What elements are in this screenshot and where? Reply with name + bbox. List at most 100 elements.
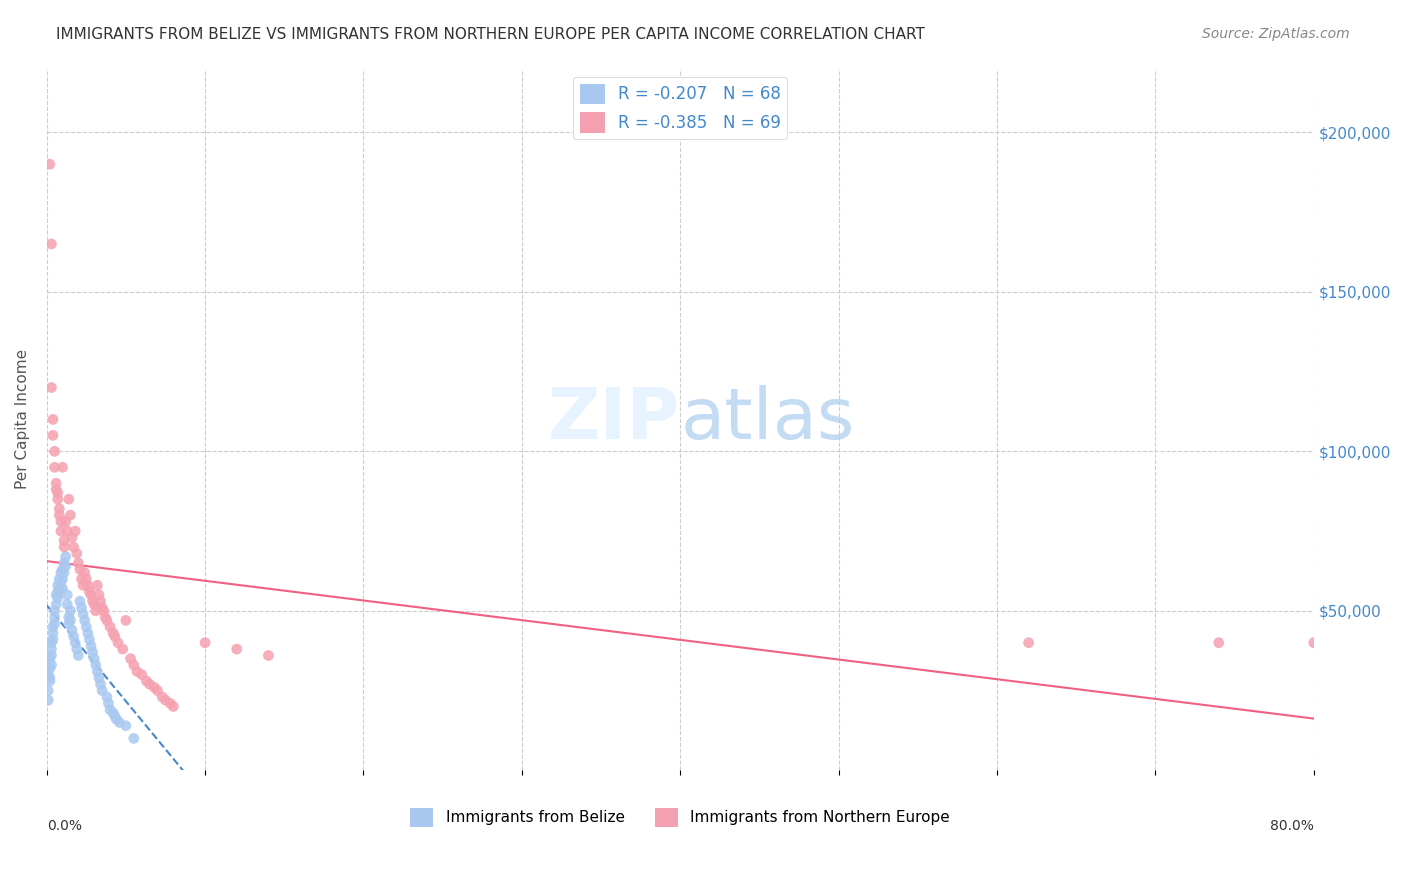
Point [1302,636,1324,650]
Point [143,681,166,695]
Point [194,636,217,650]
Point [162,699,184,714]
Point [107,636,129,650]
Point [62,629,84,643]
Point [45,588,67,602]
Point [93,604,115,618]
Point [51,582,73,596]
Point [104,629,127,643]
Point [225,642,247,657]
Point [45,483,67,497]
Point [84,658,107,673]
Point [42,632,65,647]
Point [53,556,76,570]
Point [155,693,177,707]
Point [53,540,76,554]
Point [51,572,73,586]
Point [59,604,82,618]
Point [59,614,82,628]
Point [56,524,79,538]
Text: Source: ZipAtlas.com: Source: ZipAtlas.com [1202,27,1350,41]
Point [66,642,89,657]
Point [257,648,280,663]
Point [104,709,127,723]
Point [98,620,121,634]
Legend: R = -0.207   N = 68, R = -0.385   N = 69: R = -0.207 N = 68, R = -0.385 N = 69 [572,77,787,139]
Point [150,690,173,704]
Point [1208,636,1230,650]
Point [44,604,66,618]
Point [44,460,66,475]
Point [42,412,65,426]
Point [67,648,90,663]
Point [42,620,65,634]
Point [146,683,169,698]
Point [94,610,117,624]
Point [75,572,97,586]
Point [48,582,70,596]
Point [70,600,93,615]
Point [46,578,69,592]
Point [41,237,63,252]
Point [38,661,60,675]
Point [46,492,69,507]
Point [1018,636,1040,650]
Point [66,546,89,560]
Point [131,667,153,681]
Point [83,598,105,612]
Point [91,600,114,615]
Point [108,715,131,730]
Point [79,584,101,599]
Point [86,578,108,592]
Point [56,588,79,602]
Point [37,683,59,698]
Point [69,562,91,576]
Text: 80.0%: 80.0% [1270,820,1313,833]
Point [38,157,60,171]
Point [97,696,120,710]
Point [51,460,73,475]
Text: atlas: atlas [681,385,855,454]
Point [103,626,125,640]
Point [60,623,83,637]
Point [79,632,101,647]
Point [159,696,181,710]
Point [125,665,148,679]
Point [48,508,70,522]
Y-axis label: Per Capita Income: Per Capita Income [15,350,30,490]
Point [41,636,63,650]
Point [84,604,107,618]
Point [69,594,91,608]
Point [73,566,96,580]
Point [75,620,97,634]
Point [120,651,142,665]
Point [37,667,59,681]
Point [58,492,80,507]
Point [76,578,98,592]
Point [122,731,145,746]
Point [60,531,83,545]
Point [42,626,65,640]
Point [91,683,114,698]
Point [49,575,72,590]
Point [55,559,77,574]
Point [44,444,66,458]
Point [37,693,59,707]
Point [72,607,94,621]
Point [98,703,121,717]
Point [49,515,72,529]
Point [38,651,60,665]
Point [111,642,134,657]
Point [58,616,80,631]
Point [89,677,111,691]
Point [58,610,80,624]
Point [70,572,93,586]
Point [72,578,94,592]
Point [38,671,60,685]
Point [51,562,73,576]
Point [41,648,63,663]
Point [42,428,65,442]
Point [46,591,69,605]
Point [48,572,70,586]
Point [41,380,63,394]
